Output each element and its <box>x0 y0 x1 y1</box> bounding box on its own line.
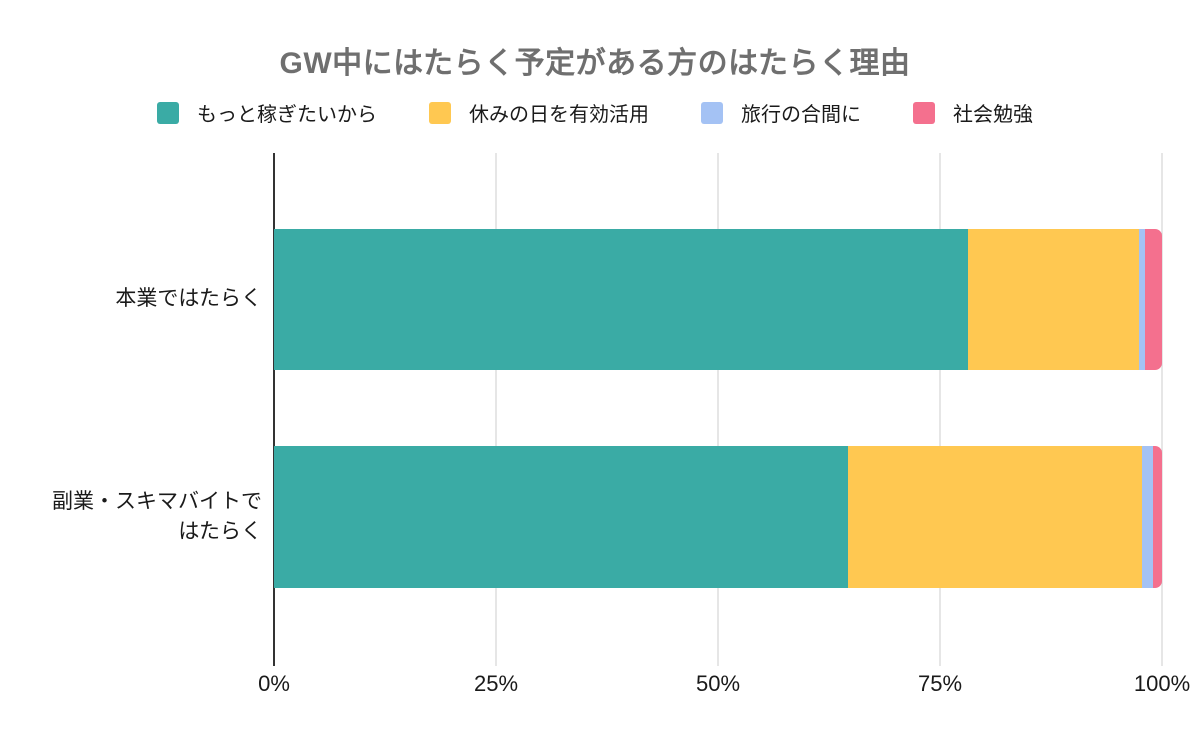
gridline-25 <box>495 153 497 658</box>
gridline-100 <box>1161 153 1163 658</box>
bar-segment-0-2 <box>1138 229 1146 370</box>
plot-area <box>273 153 1163 666</box>
y-axis-labels: 本業ではたらく副業・スキマバイトで はたらく <box>0 153 262 658</box>
chart-legend: もっと稼ぎたいから 休みの日を有効活用 旅行の合間に 社会勉強 <box>0 98 1190 127</box>
bar-segment-0-1 <box>968 229 1139 370</box>
chart-title: GW中にはたらく予定がある方のはたらく理由 <box>279 47 911 80</box>
x-tick-label: 75% <box>917 671 963 696</box>
bar-segment-0-0 <box>274 229 969 370</box>
x-tick-label: 100% <box>1133 671 1191 696</box>
tick-mark-75 <box>939 658 941 666</box>
legend-item-0: もっと稼ぎたいから <box>157 98 377 127</box>
legend-item-3: 社会勉強 <box>913 98 1033 127</box>
tick-mark-100 <box>1161 658 1163 666</box>
legend-swatch-icon <box>913 101 935 124</box>
bar-segment-1-3 <box>1153 446 1162 588</box>
bar-segment-1-0 <box>274 446 848 588</box>
gridline-50 <box>717 153 719 658</box>
bar-segment-1-2 <box>1141 446 1154 588</box>
x-tick-label: 50% <box>695 671 741 696</box>
legend-item-1: 休みの日を有効活用 <box>429 98 649 127</box>
gridline-75 <box>939 153 941 658</box>
x-tick-label: 25% <box>473 671 519 696</box>
bar-row-0 <box>274 229 1162 370</box>
tick-mark-25 <box>495 658 497 666</box>
legend-swatch-icon <box>429 101 451 124</box>
legend-swatch-icon <box>701 101 723 124</box>
category-label-0: 本業ではたらく <box>115 287 262 311</box>
legend-swatch-icon <box>157 101 179 124</box>
category-label-1: 副業・スキマバイトで はたらく <box>52 489 262 543</box>
legend-item-2: 旅行の合間に <box>701 98 861 127</box>
bar-segment-1-1 <box>847 446 1142 588</box>
legend-label: 旅行の合間に <box>741 104 861 126</box>
x-axis-labels: 0% 25% 50% 75% 100% <box>258 671 1190 701</box>
bar-segment-0-3 <box>1145 229 1162 370</box>
legend-label: もっと稼ぎたいから <box>197 104 377 126</box>
tick-mark-50 <box>717 658 719 666</box>
x-tick-label: 0% <box>258 671 290 696</box>
legend-label: 休みの日を有効活用 <box>469 104 649 126</box>
bar-row-1 <box>274 446 1162 588</box>
y-axis-line <box>273 153 275 666</box>
legend-label: 社会勉強 <box>953 104 1033 126</box>
